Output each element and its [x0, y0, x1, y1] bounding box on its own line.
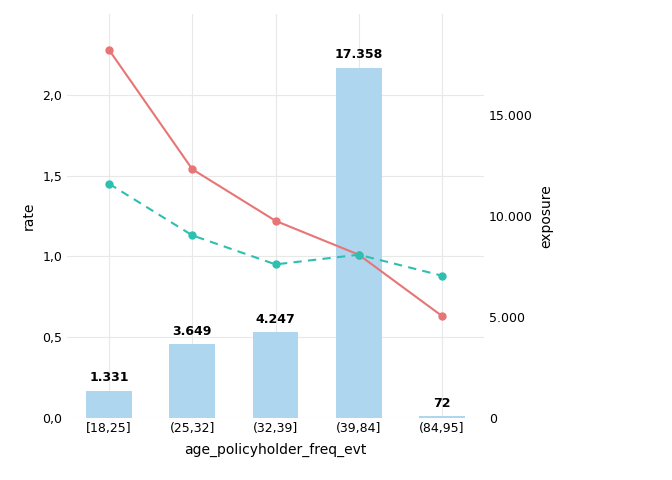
Y-axis label: exposure: exposure [540, 184, 554, 248]
Text: 3.649: 3.649 [173, 324, 212, 337]
X-axis label: age_policyholder_freq_evt: age_policyholder_freq_evt [184, 443, 367, 456]
Bar [253, 332, 298, 418]
Bar [336, 68, 382, 418]
Text: 1.331: 1.331 [89, 372, 129, 384]
Text: 72: 72 [433, 396, 451, 410]
Bar [86, 391, 132, 418]
Text: 4.247: 4.247 [255, 312, 296, 325]
Bar [169, 344, 215, 418]
Bar [419, 416, 465, 418]
Y-axis label: rate: rate [22, 202, 36, 230]
Text: 17.358: 17.358 [335, 48, 383, 61]
